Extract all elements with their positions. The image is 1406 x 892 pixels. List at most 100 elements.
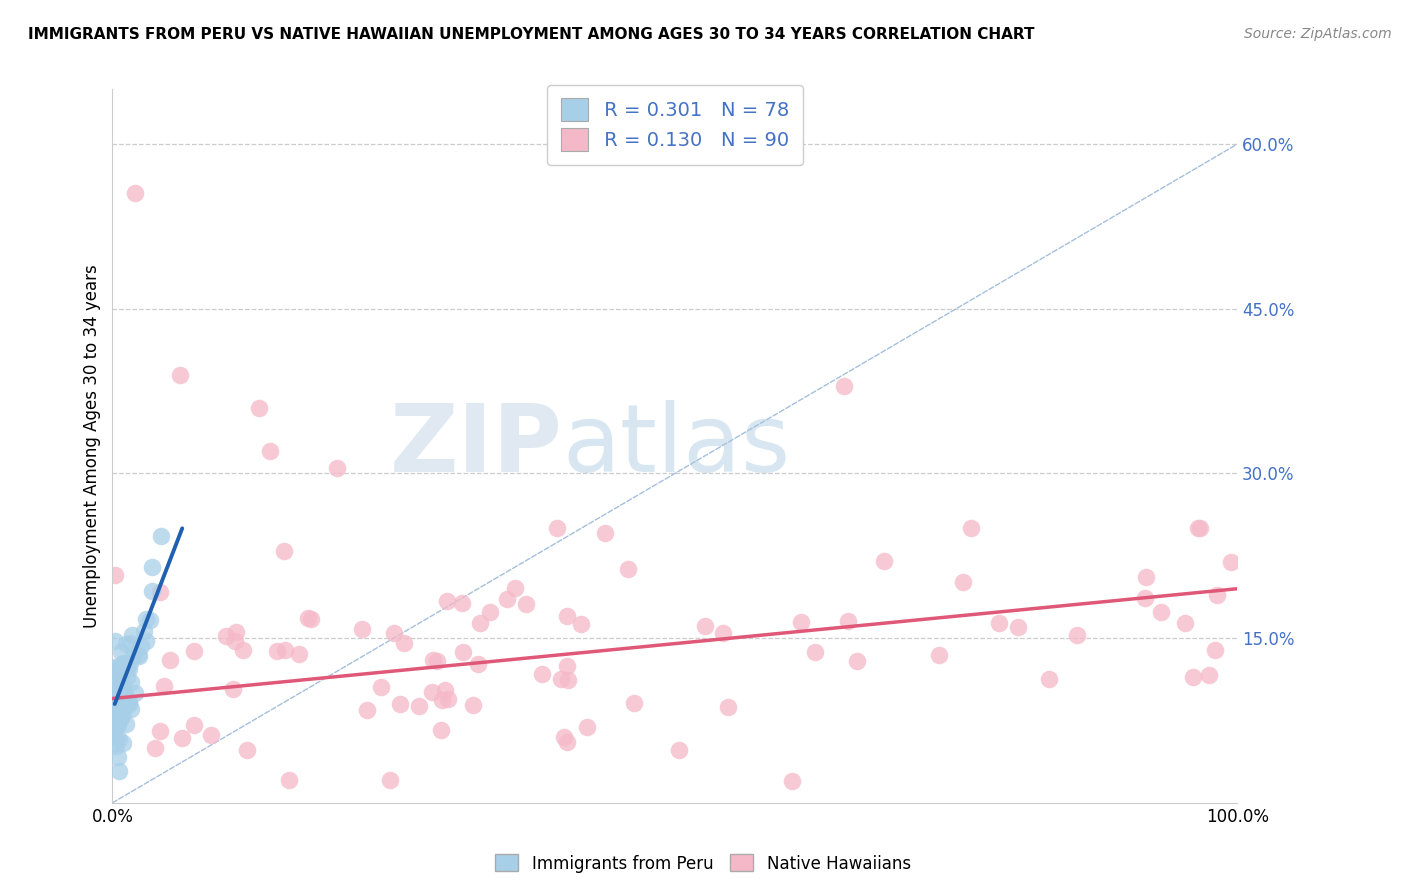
- Point: [297, 611, 319, 625]
- Point: [110, 645, 132, 659]
- Point: [225, 624, 247, 639]
- Point: [426, 654, 449, 668]
- Point: [139, 613, 162, 627]
- Text: Source: ZipAtlas.com: Source: ZipAtlas.com: [1244, 27, 1392, 41]
- Point: [110, 710, 132, 724]
- Point: [150, 529, 173, 543]
- Point: [101, 737, 124, 751]
- Point: [668, 743, 690, 757]
- Point: [278, 772, 301, 787]
- Point: [273, 544, 295, 558]
- Point: [111, 736, 134, 750]
- Point: [1198, 668, 1220, 682]
- Point: [1181, 670, 1204, 684]
- Point: [1187, 521, 1209, 535]
- Point: [169, 368, 191, 382]
- Point: [952, 574, 974, 589]
- Point: [111, 706, 134, 720]
- Point: [110, 690, 132, 705]
- Point: [129, 639, 152, 653]
- Point: [103, 690, 125, 704]
- Point: [1135, 570, 1157, 584]
- Text: ZIP: ZIP: [389, 400, 562, 492]
- Point: [593, 526, 616, 541]
- Point: [555, 659, 578, 673]
- Point: [101, 706, 124, 721]
- Legend:  R = 0.301   N = 78,  R = 0.130   N = 90: R = 0.301 N = 78, R = 0.130 N = 90: [547, 85, 803, 164]
- Point: [872, 554, 894, 568]
- Point: [104, 660, 127, 674]
- Point: [103, 665, 125, 680]
- Point: [370, 680, 392, 694]
- Point: [782, 773, 804, 788]
- Point: [108, 698, 131, 712]
- Point: [380, 772, 402, 787]
- Y-axis label: Unemployment Among Ages 30 to 34 years: Unemployment Among Ages 30 to 34 years: [83, 264, 101, 628]
- Point: [104, 692, 127, 706]
- Point: [496, 591, 519, 606]
- Point: [105, 731, 128, 746]
- Point: [135, 633, 157, 648]
- Point: [120, 636, 142, 650]
- Point: [235, 743, 257, 757]
- Point: [467, 657, 489, 672]
- Point: [105, 689, 128, 703]
- Point: [159, 653, 181, 667]
- Point: [1220, 556, 1243, 570]
- Point: [503, 581, 526, 595]
- Point: [436, 594, 458, 608]
- Point: [408, 699, 430, 714]
- Point: [695, 618, 717, 632]
- Point: [118, 662, 141, 676]
- Point: [143, 741, 166, 756]
- Point: [107, 675, 129, 690]
- Point: [790, 615, 813, 629]
- Point: [114, 690, 136, 704]
- Point: [224, 633, 246, 648]
- Point: [107, 695, 129, 709]
- Point: [623, 697, 645, 711]
- Point: [111, 660, 134, 674]
- Point: [215, 629, 238, 643]
- Point: [115, 716, 138, 731]
- Point: [845, 654, 868, 668]
- Point: [108, 732, 131, 747]
- Point: [837, 614, 859, 628]
- Point: [135, 612, 157, 626]
- Point: [1038, 672, 1060, 686]
- Point: [389, 697, 412, 711]
- Point: [515, 597, 537, 611]
- Point: [105, 696, 128, 710]
- Point: [221, 681, 243, 696]
- Point: [105, 717, 128, 731]
- Point: [118, 697, 141, 711]
- Point: [111, 656, 134, 670]
- Point: [555, 734, 578, 748]
- Legend: Immigrants from Peru, Native Hawaiians: Immigrants from Peru, Native Hawaiians: [488, 847, 918, 880]
- Point: [557, 673, 579, 687]
- Point: [266, 644, 288, 658]
- Point: [115, 670, 138, 684]
- Point: [988, 616, 1011, 631]
- Point: [1150, 605, 1173, 619]
- Point: [108, 764, 131, 779]
- Point: [103, 716, 125, 731]
- Point: [104, 661, 127, 675]
- Point: [1007, 620, 1029, 634]
- Point: [149, 585, 172, 599]
- Point: [121, 628, 143, 642]
- Point: [172, 731, 194, 746]
- Point: [107, 750, 129, 764]
- Point: [259, 444, 281, 458]
- Point: [232, 643, 254, 657]
- Point: [1189, 521, 1212, 535]
- Point: [434, 682, 457, 697]
- Point: [1174, 615, 1197, 630]
- Point: [141, 584, 163, 599]
- Point: [555, 608, 578, 623]
- Point: [104, 568, 127, 582]
- Point: [128, 648, 150, 663]
- Point: [103, 693, 125, 707]
- Point: [104, 691, 127, 706]
- Point: [200, 728, 222, 742]
